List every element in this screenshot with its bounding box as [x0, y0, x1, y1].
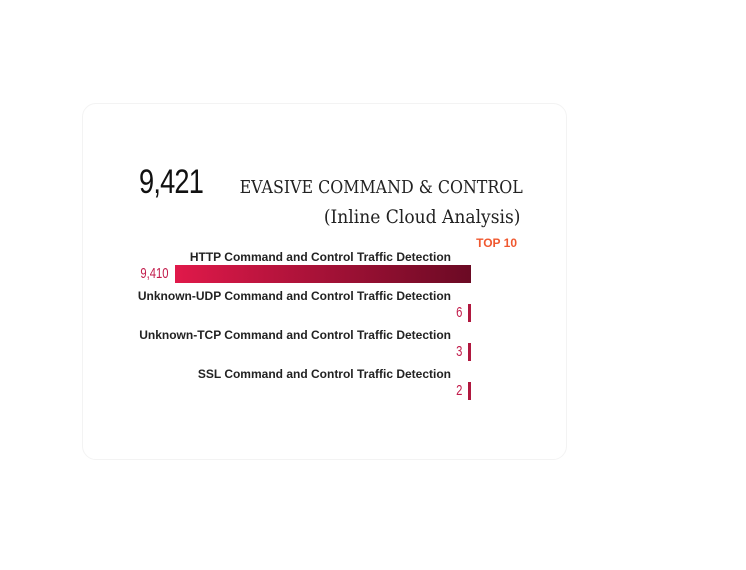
value-label: 3	[402, 343, 462, 360]
category-label: Unknown-TCP Command and Control Traffic …	[139, 328, 451, 342]
category-label: Unknown-UDP Command and Control Traffic …	[137, 289, 451, 303]
headline: 9,421 EVASIVE COMMAND & CONTROL	[0, 163, 523, 202]
value-label: 9,410	[109, 265, 169, 282]
value-label-text: 9,410	[140, 265, 169, 282]
value-label: 2	[402, 382, 462, 399]
value-label-text: 3	[455, 343, 462, 360]
bar	[468, 382, 471, 400]
value-label: 6	[402, 304, 462, 321]
category-label: SSL Command and Control Traffic Detectio…	[197, 367, 451, 381]
total-count: 9,421	[138, 163, 204, 201]
chart-title: EVASIVE COMMAND & CONTROL	[239, 177, 523, 198]
value-label-text: 6	[455, 304, 462, 321]
bar	[175, 265, 471, 283]
value-label-text: 2	[455, 382, 462, 399]
category-label: HTTP Command and Control Traffic Detecti…	[189, 250, 451, 264]
bar	[468, 343, 471, 361]
bar	[468, 304, 471, 322]
chart-subtitle-text: (Inline Cloud Analysis)	[323, 206, 520, 228]
top10-badge: TOP 10	[476, 236, 517, 250]
chart-subtitle: (Inline Cloud Analysis)	[0, 206, 520, 228]
